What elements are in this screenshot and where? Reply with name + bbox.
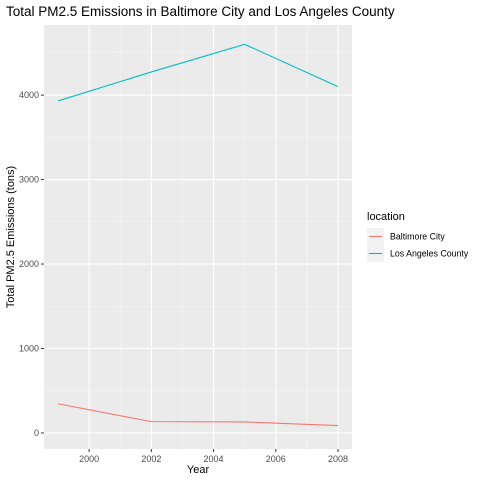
legend-title: location	[367, 211, 405, 223]
chart-title: Total PM2.5 Emissions in Baltimore City …	[6, 4, 395, 19]
x-tick-label: 2000	[79, 454, 99, 464]
series-lines	[57, 43, 339, 427]
y-tick-label: 2000	[19, 259, 39, 269]
x-tick-label: 2008	[328, 454, 348, 464]
y-axis: 0 1000 2000 3000 4000	[19, 90, 44, 438]
series-line-los-angeles-county	[57, 43, 339, 102]
minor-gridlines	[44, 25, 352, 449]
x-axis: 2000 2002 2004 2006 2008	[79, 449, 348, 464]
x-tick-label: 2004	[204, 454, 224, 464]
y-tick-label: 0	[34, 428, 39, 438]
y-tick-label: 4000	[19, 90, 39, 100]
x-tick-label: 2002	[141, 454, 161, 464]
plot-panel	[44, 25, 352, 449]
x-axis-title: Year	[187, 464, 210, 476]
y-axis-title: Total PM2.5 Emissions (tons)	[5, 166, 17, 308]
major-gridlines	[44, 25, 352, 449]
legend: location Baltimore City Los Angeles Count…	[367, 211, 469, 262]
legend-label-baltimore-city: Baltimore City	[390, 232, 445, 242]
y-tick-label: 3000	[19, 175, 39, 185]
y-tick-label: 1000	[19, 343, 39, 353]
legend-label-los-angeles-county: Los Angeles County	[390, 249, 469, 259]
series-line-baltimore-city	[57, 403, 339, 427]
x-tick-label: 2006	[266, 454, 286, 464]
legend-items: Baltimore City Los Angeles County	[367, 228, 469, 262]
